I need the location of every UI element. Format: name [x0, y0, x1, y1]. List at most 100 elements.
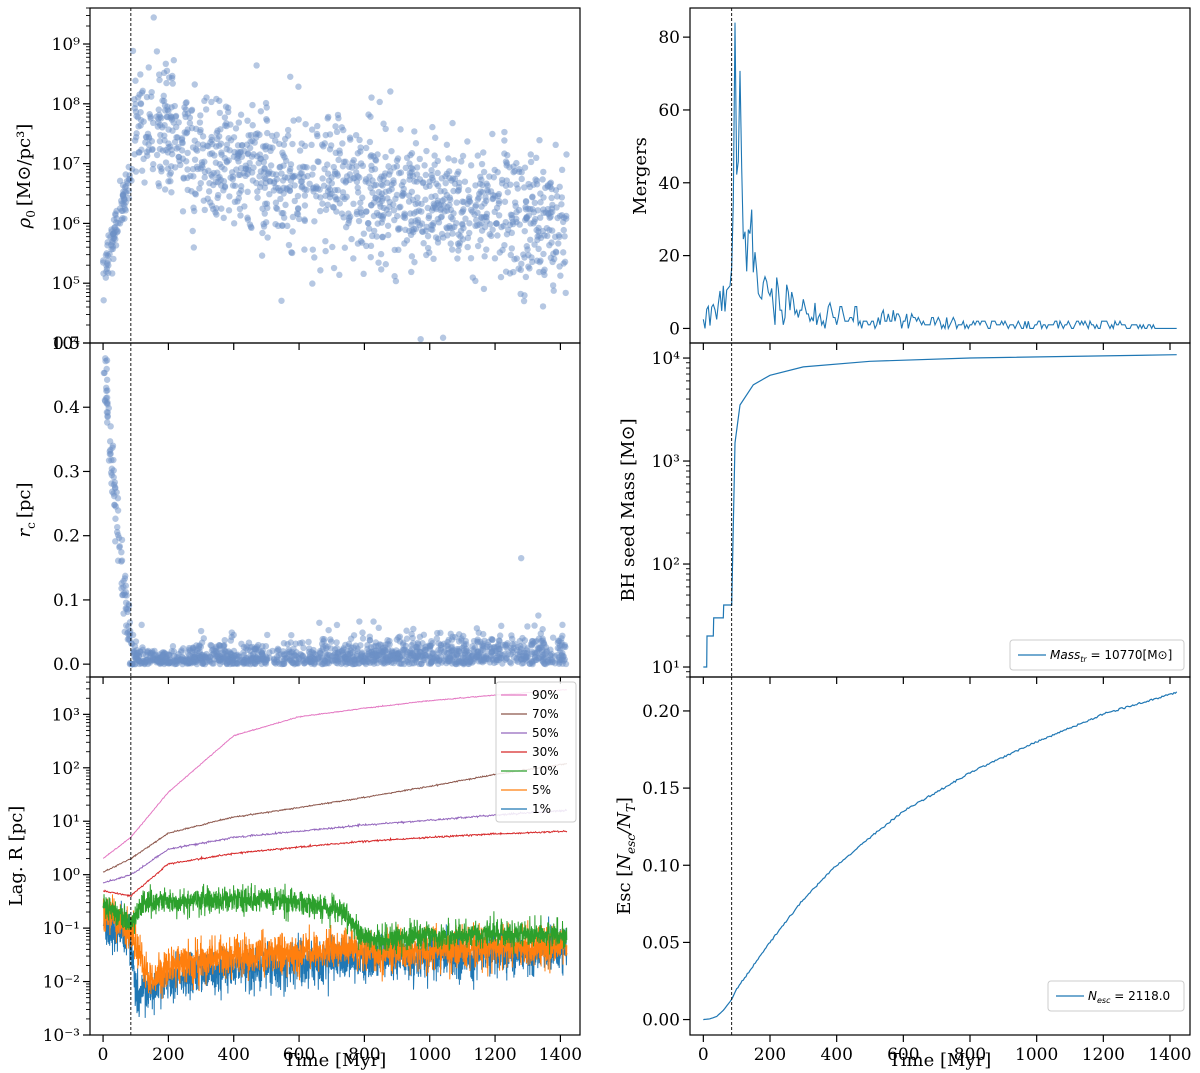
- density-point: [536, 268, 543, 276]
- density-point: [520, 184, 528, 191]
- density-point: [397, 126, 404, 133]
- density-point: [241, 203, 248, 210]
- density-point: [359, 194, 366, 201]
- density-ylabel-sub: 0: [24, 210, 38, 218]
- density-point: [286, 183, 294, 191]
- density-point: [420, 240, 427, 247]
- density-point: [426, 178, 433, 185]
- core-radius-point: [253, 645, 261, 652]
- density-point: [205, 167, 212, 174]
- core-radius-point: [107, 446, 114, 454]
- density-point: [555, 240, 562, 247]
- density-point: [133, 112, 140, 120]
- density-point: [460, 206, 467, 213]
- density-point: [267, 162, 275, 169]
- density-point: [322, 237, 329, 245]
- density-point: [392, 277, 400, 285]
- density-point: [350, 156, 357, 164]
- density-point: [248, 169, 256, 176]
- density-point: [260, 220, 267, 228]
- density-point: [133, 130, 140, 137]
- density-point: [527, 236, 534, 243]
- density-point: [437, 214, 445, 221]
- core-radius-point: [214, 656, 221, 663]
- density-point: [414, 194, 421, 201]
- density-point: [120, 200, 127, 208]
- density-point: [153, 48, 161, 55]
- core-radius-point: [114, 523, 121, 531]
- core-radius-point: [100, 317, 106, 323]
- density-point: [413, 171, 421, 178]
- density-point: [197, 112, 204, 119]
- density-point: [494, 232, 501, 239]
- core-radius-ylabel-sub: c: [24, 522, 38, 529]
- density-point: [529, 193, 536, 200]
- core-radius-point: [374, 652, 381, 659]
- density-point: [176, 157, 183, 164]
- density-point: [562, 215, 570, 222]
- density-point: [225, 207, 233, 214]
- core-radius-ytick-label: 0.0: [53, 655, 80, 675]
- density-point: [502, 158, 510, 165]
- core-radius-point: [209, 660, 216, 667]
- density-point: [554, 193, 561, 200]
- core-radius-point: [357, 642, 364, 649]
- density-point: [378, 181, 385, 188]
- density-point: [340, 177, 347, 184]
- density-point: [103, 268, 110, 275]
- core-radius-point: [342, 660, 350, 668]
- density-point: [277, 195, 284, 203]
- core-radius-point: [449, 633, 456, 640]
- core-radius-point: [364, 651, 371, 658]
- core-radius-point: [333, 659, 340, 666]
- density-point: [223, 122, 230, 130]
- density-point: [513, 215, 520, 223]
- density-point: [264, 234, 271, 241]
- core-radius-point: [350, 632, 358, 639]
- core-radius-point: [299, 639, 306, 646]
- density-point: [172, 113, 179, 121]
- core-radius-point: [410, 652, 418, 659]
- density-point: [325, 184, 332, 191]
- core-radius-point: [475, 629, 482, 636]
- density-point: [483, 180, 490, 187]
- density-point: [129, 47, 137, 55]
- density-point: [533, 177, 541, 184]
- density-point: [403, 154, 411, 162]
- density-point: [221, 114, 229, 121]
- density-point: [135, 123, 142, 130]
- core-radius-ylabel: rc [pc]: [14, 483, 38, 538]
- core-radius-point: [428, 637, 435, 645]
- escapers-ylabel-tail: ]: [614, 797, 635, 804]
- density-point: [326, 146, 334, 153]
- lagrangian-xtick-label: 800: [348, 1045, 380, 1065]
- density-point: [449, 215, 456, 223]
- density-point: [499, 246, 506, 254]
- density-point: [382, 153, 389, 161]
- density-point: [416, 155, 423, 163]
- density-point: [272, 199, 280, 206]
- density-point: [137, 117, 145, 124]
- density-point: [330, 264, 338, 272]
- density-point: [156, 76, 163, 84]
- core-radius-point: [468, 659, 476, 666]
- density-point: [189, 227, 196, 235]
- density-point: [385, 171, 393, 178]
- core-radius-point: [110, 456, 117, 464]
- density-point: [168, 74, 176, 82]
- core-radius-ylabel-symbol: r: [14, 528, 35, 538]
- core-radius-point: [507, 660, 515, 667]
- core-radius-point: [524, 623, 531, 630]
- escapers-xtick-label: 1400: [1148, 1045, 1191, 1065]
- density-point: [449, 224, 456, 232]
- density-point: [411, 258, 418, 266]
- core-radius-point: [333, 639, 340, 646]
- core-radius-point: [382, 655, 389, 663]
- density-point: [122, 188, 129, 195]
- density-point: [339, 189, 347, 196]
- core-radius-point: [245, 639, 253, 646]
- density-point: [236, 149, 244, 156]
- density-point: [205, 188, 213, 195]
- escapers-ylabel-sub2: T: [624, 803, 638, 812]
- density-point: [284, 174, 291, 181]
